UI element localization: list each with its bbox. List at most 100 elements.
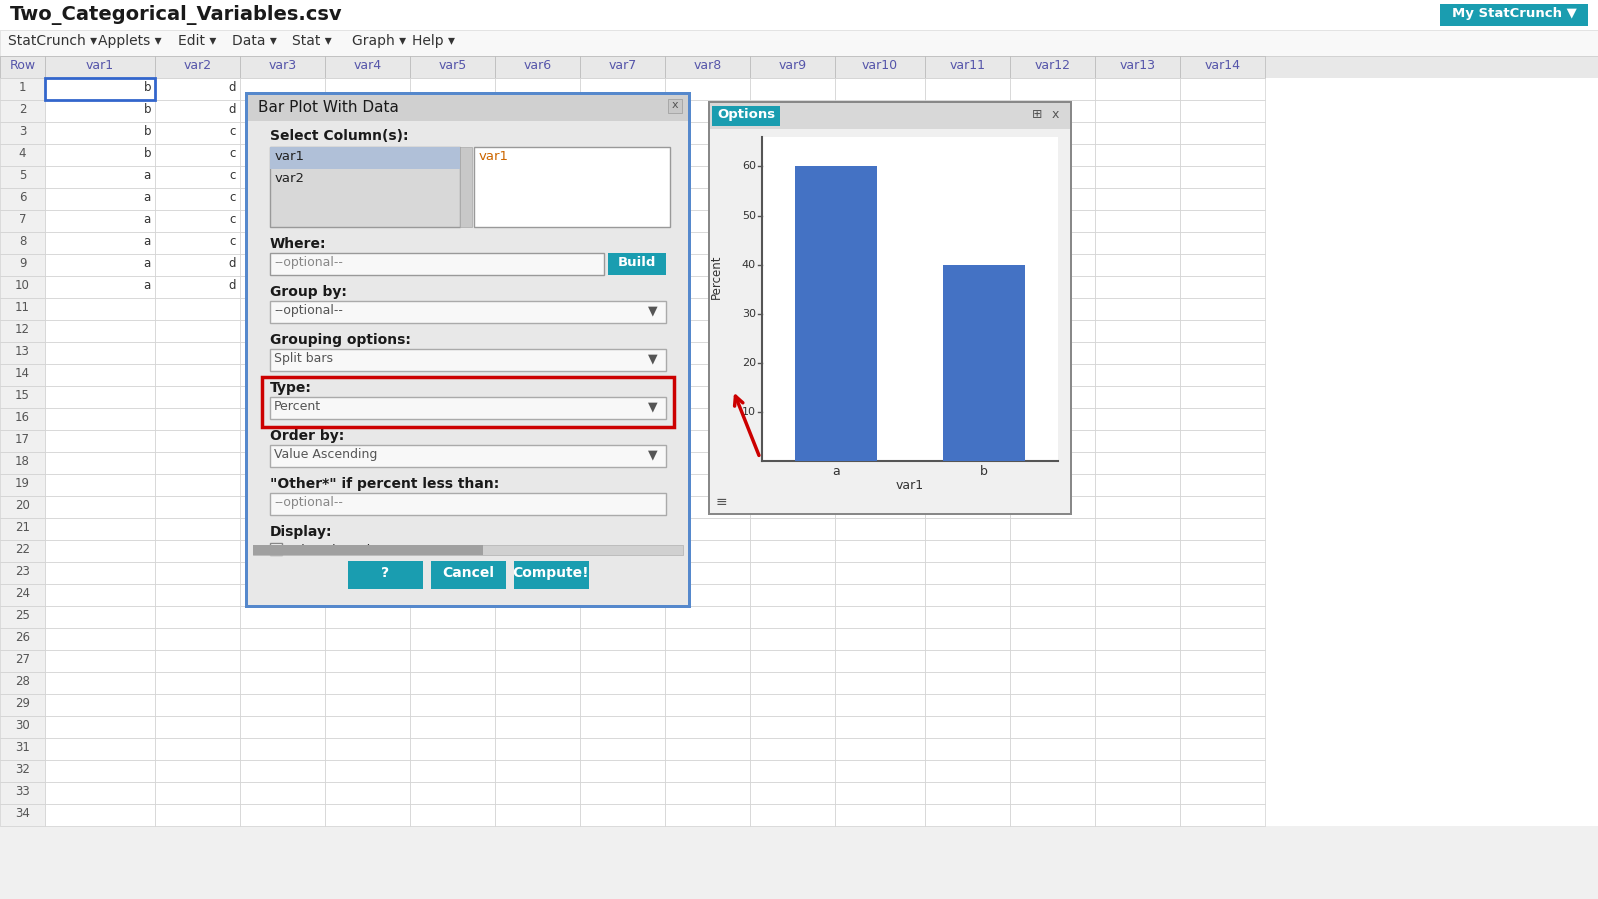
Bar (240, 56, 324, 78)
Text: Select Column(s):: Select Column(s): (270, 129, 409, 143)
Bar (495, 518, 580, 540)
Text: Help ▾: Help ▾ (412, 34, 455, 48)
Bar (665, 364, 749, 386)
Bar (1179, 738, 1266, 760)
Bar (749, 276, 836, 298)
Text: 20: 20 (14, 499, 30, 512)
Bar (749, 518, 836, 540)
Text: 50: 50 (741, 210, 756, 220)
Bar (836, 364, 925, 386)
Text: 5: 5 (19, 169, 26, 182)
Bar (0, 672, 1598, 694)
Bar (749, 144, 836, 166)
Bar (411, 276, 495, 298)
Bar (1179, 430, 1266, 452)
Bar (1179, 276, 1266, 298)
Bar (240, 210, 324, 232)
Bar (0, 408, 45, 430)
Bar (411, 144, 495, 166)
Text: b: b (144, 125, 150, 138)
Bar (580, 716, 665, 738)
Bar (665, 518, 749, 540)
Bar (240, 386, 324, 408)
Bar (749, 232, 836, 254)
Bar (324, 694, 411, 716)
Bar (252, 545, 682, 555)
Bar (1095, 452, 1179, 474)
Bar (749, 760, 836, 782)
Bar (252, 545, 483, 555)
Bar (45, 320, 155, 342)
Bar (749, 430, 836, 452)
Bar (1095, 408, 1179, 430)
Bar (0, 738, 45, 760)
Bar (925, 56, 1010, 78)
Text: Percent: Percent (273, 400, 321, 413)
Bar (749, 738, 836, 760)
Bar (1179, 650, 1266, 672)
Bar (0, 342, 45, 364)
Bar (836, 430, 925, 452)
Bar (1010, 760, 1095, 782)
Bar (45, 408, 155, 430)
Bar (411, 364, 495, 386)
Bar (0, 100, 1598, 122)
Bar (155, 78, 240, 100)
Text: Value Ascending: Value Ascending (273, 448, 377, 461)
Text: 6: 6 (19, 191, 26, 204)
Bar (270, 397, 666, 419)
Bar (495, 496, 580, 518)
Bar (580, 650, 665, 672)
Bar (155, 276, 240, 298)
Bar (925, 760, 1010, 782)
Text: 34: 34 (14, 807, 30, 820)
Bar (665, 342, 749, 364)
Bar (1095, 496, 1179, 518)
Bar (836, 452, 925, 474)
Bar (665, 254, 749, 276)
Bar (1179, 210, 1266, 232)
Bar (580, 166, 665, 188)
Bar (155, 716, 240, 738)
Bar (155, 496, 240, 518)
Bar (836, 474, 925, 496)
Bar (495, 672, 580, 694)
Bar (1179, 342, 1266, 364)
Bar (495, 364, 580, 386)
Bar (749, 474, 836, 496)
Bar (411, 56, 495, 78)
Bar (45, 650, 155, 672)
Bar (836, 584, 925, 606)
Text: 33: 33 (14, 785, 30, 798)
Bar (925, 298, 1010, 320)
Text: a: a (144, 213, 150, 226)
Bar (1179, 496, 1266, 518)
Text: b: b (144, 147, 150, 160)
Bar (262, 377, 674, 427)
Bar (0, 298, 1598, 320)
Bar (240, 760, 324, 782)
Bar (836, 100, 925, 122)
Bar (1179, 56, 1266, 78)
Bar (240, 562, 324, 584)
Bar (1095, 518, 1179, 540)
Bar (45, 210, 155, 232)
Bar (155, 672, 240, 694)
Bar (925, 606, 1010, 628)
Bar (45, 144, 155, 166)
Bar (665, 760, 749, 782)
Text: 8: 8 (19, 235, 26, 248)
Bar (580, 496, 665, 518)
Text: Display:: Display: (270, 525, 332, 539)
Bar (665, 452, 749, 474)
Bar (836, 496, 925, 518)
Bar (0, 628, 45, 650)
Text: var7: var7 (609, 59, 636, 72)
Bar (580, 738, 665, 760)
Bar (411, 562, 495, 584)
Bar (580, 452, 665, 474)
Bar (580, 518, 665, 540)
Bar (0, 540, 45, 562)
Bar (0, 166, 1598, 188)
Text: d: d (229, 103, 237, 116)
